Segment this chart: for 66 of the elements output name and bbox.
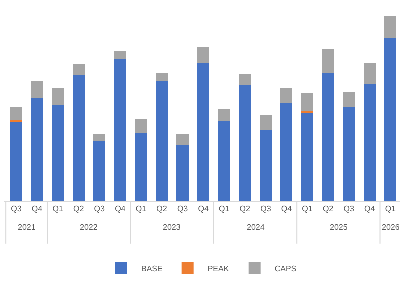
x-tick-label: Q3: [344, 204, 355, 214]
bar: [280, 88, 293, 104]
bar: [239, 74, 252, 86]
bar: [218, 122, 230, 201]
bar: [343, 92, 356, 108]
text: 2024: [247, 223, 266, 232]
bar: [114, 59, 126, 201]
bar: [31, 98, 44, 201]
legend-label: PEAK: [208, 264, 230, 274]
x-tick-label: Q4: [364, 204, 376, 214]
bar: [301, 93, 314, 112]
legend-label: CAPS: [274, 264, 297, 274]
bar: [72, 75, 85, 201]
x-tick-label: Q4: [198, 204, 210, 214]
bar: [260, 130, 272, 201]
bar: [135, 132, 148, 201]
bar: [260, 114, 272, 131]
bar: [114, 52, 126, 60]
x-tick-label: Q3: [177, 204, 189, 214]
x-tick-label: Q4: [32, 204, 44, 214]
x-tick-label: Q3: [94, 204, 106, 214]
bar: [198, 64, 210, 201]
x-tick-label: Q1: [136, 204, 148, 214]
text: 2021: [18, 223, 36, 232]
text: 2026: [382, 223, 400, 232]
text: 2023: [163, 223, 182, 232]
bar: [52, 88, 64, 106]
bar: [198, 47, 210, 64]
bar: [364, 63, 376, 84]
bar: [156, 74, 168, 82]
text: 2025: [330, 223, 348, 232]
bar: [322, 72, 334, 201]
x-tick-label: Q1: [52, 204, 64, 214]
x-tick-label: Q2: [73, 204, 85, 214]
bar: [31, 80, 44, 98]
bar: [10, 107, 22, 120]
bar: [343, 107, 356, 201]
bar: [72, 64, 85, 76]
bar: [94, 141, 106, 201]
x-tick-label: Q1: [302, 204, 314, 214]
bar: [135, 119, 148, 133]
bar: [384, 16, 397, 39]
bar: [52, 105, 64, 201]
bar: [280, 103, 293, 201]
x-tick-label: Q4: [281, 204, 293, 214]
text: 2022: [80, 223, 98, 232]
x-tick-label: Q1: [385, 204, 397, 214]
x-tick-label: Q3: [11, 204, 22, 214]
bar: [156, 82, 168, 201]
bar: [10, 122, 22, 201]
x-tick-label: Q2: [240, 204, 252, 214]
x-tick-label: Q2: [322, 204, 334, 214]
bar: [176, 144, 189, 201]
x-tick-label: Q1: [219, 204, 230, 214]
legend-label: BASE: [142, 264, 163, 274]
x-tick-label: Q3: [260, 204, 272, 214]
x-tick-label: Q2: [156, 204, 168, 214]
bar: [94, 134, 106, 142]
bar: [176, 134, 189, 145]
bar: [322, 49, 334, 73]
bar: [384, 38, 397, 201]
x-tick-label: Q4: [115, 204, 126, 214]
bar: [218, 109, 230, 122]
bar: [301, 112, 314, 201]
bar: [239, 85, 252, 201]
bar: [364, 84, 376, 201]
